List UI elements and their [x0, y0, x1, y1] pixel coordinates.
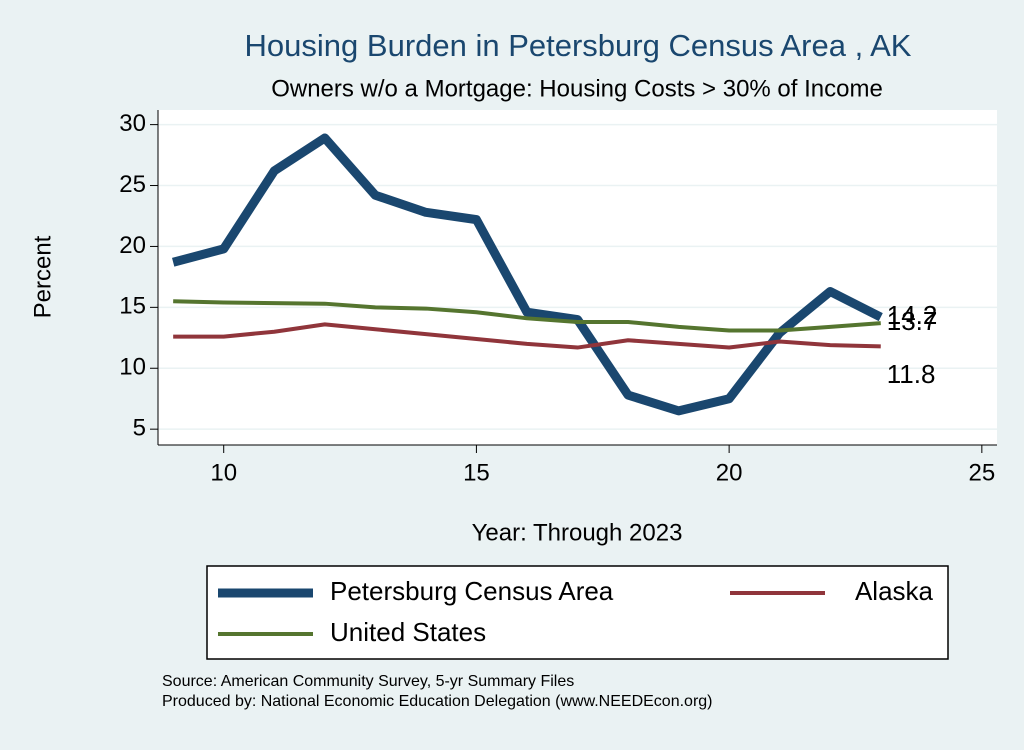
y-tick-label: 15 [119, 293, 146, 320]
legend-label: Petersburg Census Area [330, 576, 614, 606]
source-note: Source: American Community Survey, 5-yr … [162, 673, 574, 690]
x-tick-label: 20 [716, 459, 743, 486]
legend-label: United States [330, 617, 486, 647]
end-label: 13.7 [887, 306, 938, 336]
x-tick-label: 25 [968, 459, 995, 486]
legend-label: Alaska [855, 576, 934, 606]
legend-box [206, 565, 949, 660]
y-tick-label: 30 [119, 110, 146, 137]
x-tick-label: 10 [210, 459, 237, 486]
plot-area [158, 110, 997, 445]
producer-note: Produced by: National Economic Education… [162, 693, 713, 710]
y-tick-label: 25 [119, 171, 146, 198]
chart-subtitle: Owners w/o a Mortgage: Housing Costs > 3… [271, 75, 883, 102]
series-line [172, 133, 883, 416]
end-label: 14.2 [887, 300, 938, 330]
series-line [173, 322, 881, 350]
y-tick-label: 20 [119, 232, 146, 259]
y-axis-label: Percent [29, 235, 56, 318]
series-line [173, 299, 881, 333]
x-tick-label: 15 [463, 459, 490, 486]
chart-title: Housing Burden in Petersburg Census Area… [245, 28, 912, 63]
y-tick-label: 5 [133, 415, 146, 442]
end-label: 11.8 [887, 359, 936, 389]
y-tick-label: 10 [119, 354, 146, 381]
x-axis-label: Year: Through 2023 [472, 519, 683, 546]
